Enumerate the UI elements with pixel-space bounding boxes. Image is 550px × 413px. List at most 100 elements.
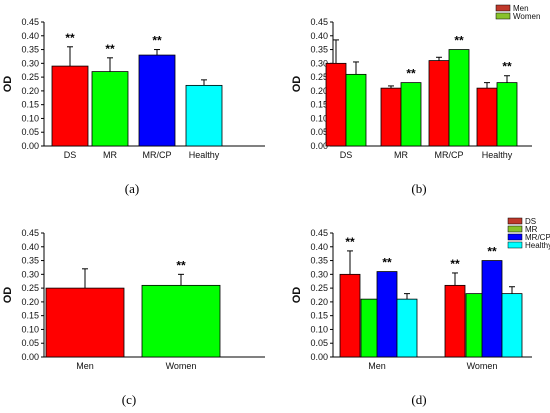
significance-mark: ** [454,34,464,48]
bar [91,71,129,147]
legend-swatch [507,225,523,233]
significance-mark: ** [152,34,162,48]
significance-mark: ** [406,67,416,81]
x-tick-label: Men [76,361,94,371]
bar [400,82,422,147]
y-tick-label: 0.10 [21,113,39,123]
bar [51,65,89,147]
panel-label: (b) [411,181,426,196]
y-tick-label: 0.45 [21,17,39,27]
y-tick-label: 0.30 [310,58,328,68]
bar [448,49,470,147]
y-tick-label: 0.00 [310,141,328,151]
y-axis-title: OD [2,76,14,93]
y-tick-label: 0.20 [21,297,39,307]
significance-mark: ** [65,31,75,45]
legend-label: Healthy [525,241,550,250]
bar [444,284,466,358]
bar [339,273,361,358]
y-tick-label: 0.00 [21,352,39,362]
y-tick-label: 0.20 [310,86,328,96]
y-axis-title: OD [2,287,14,304]
legend-label: DS [525,217,536,226]
y-tick-label: 0.05 [21,127,39,137]
chart-panel-1: 0.00 0.05 0.10 0.15 0.20 0.25 0.30 0.35 0.40 0.45… [2,17,265,196]
bar [476,87,498,147]
bar [396,298,418,358]
y-tick-label: 0.20 [310,297,328,307]
y-tick-label: 0.15 [310,100,328,110]
x-tick-label: MR/CP [143,150,172,160]
y-tick-label: 0.25 [310,72,328,82]
y-tick-label: 0.45 [21,228,39,238]
x-tick-label: DS [340,150,353,160]
y-tick-label: 0.10 [21,324,39,334]
panel-label: (a) [125,181,139,196]
legend-label: Women [513,12,540,21]
bar [138,54,176,147]
y-tick-label: 0.05 [21,338,39,348]
legend-swatch [507,241,523,249]
y-tick-label: 0.45 [310,228,328,238]
bar [45,287,125,358]
y-tick-label: 0.25 [310,283,328,293]
x-tick-label: Women [166,361,197,371]
x-tick-label: MR/CP [435,150,464,160]
y-tick-label: 0.40 [310,242,328,252]
y-axis-title: OD [291,76,303,93]
legend-swatch [495,12,511,20]
significance-mark: ** [450,257,460,271]
bar [428,60,450,147]
bar [380,87,402,147]
x-tick-label: MR [394,150,408,160]
bar [501,293,523,358]
y-tick-label: 0.25 [21,72,39,82]
bar [496,82,518,147]
legend-swatch [507,217,523,225]
y-tick-label: 0.40 [21,242,39,252]
y-tick-label: 0.15 [21,100,39,110]
y-tick-label: 0.10 [310,324,328,334]
x-tick-label: Men [368,361,386,371]
y-tick-label: 0.00 [310,352,328,362]
x-tick-label: MR [103,150,117,160]
chart-panel-3: 0.00 0.05 0.10 0.15 0.20 0.25 0.30 0.35 0.40 0.45… [2,228,265,407]
legend-label: MR [525,225,538,234]
significance-mark: ** [502,60,512,74]
x-tick-label: Healthy [189,150,220,160]
y-tick-label: 0.00 [21,141,39,151]
bar [141,284,221,358]
x-tick-label: DS [64,150,77,160]
bar [185,84,223,147]
legend-swatch [507,233,523,241]
x-tick-label: Women [467,361,498,371]
y-tick-label: 0.35 [21,45,39,55]
chart-panel-4: 0.00 0.05 0.10 0.15 0.20 0.25 0.30 0.35 0.40 0.45… [291,217,550,407]
y-tick-label: 0.15 [310,311,328,321]
bar [345,73,367,147]
legend-label: Men [513,4,529,13]
y-tick-label: 0.35 [310,256,328,266]
y-tick-label: 0.30 [21,269,39,279]
y-tick-label: 0.15 [21,311,39,321]
legend-label: MR/CP [525,233,550,242]
y-tick-label: 0.40 [21,31,39,41]
y-tick-label: 0.25 [21,283,39,293]
y-tick-label: 0.05 [310,127,328,137]
bar [376,271,398,358]
y-tick-label: 0.45 [310,17,328,27]
significance-mark: ** [345,235,355,249]
panel-label: (c) [122,392,136,407]
significance-mark: ** [176,258,186,272]
significance-mark: ** [487,245,497,259]
bar [325,62,347,147]
significance-mark: ** [105,42,115,56]
y-tick-label: 0.30 [21,58,39,68]
y-tick-label: 0.10 [310,113,328,123]
panel-label: (d) [411,392,426,407]
y-tick-label: 0.05 [310,338,328,348]
chart-panel-2: 0.00 0.05 0.10 0.15 0.20 0.25 0.30 0.35 0.40 0.45… [291,4,540,196]
significance-mark: ** [382,256,392,270]
